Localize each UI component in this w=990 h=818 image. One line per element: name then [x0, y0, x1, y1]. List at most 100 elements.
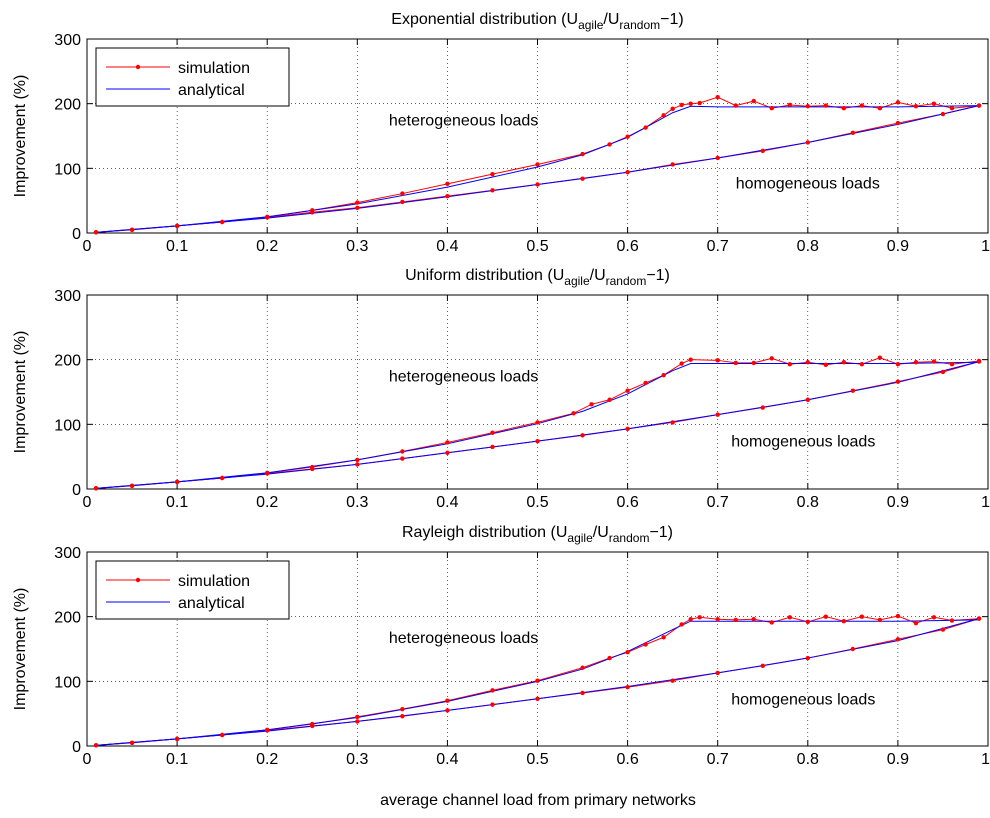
simulation-point	[841, 105, 847, 111]
simulation-point	[895, 637, 901, 642]
annotation: homogeneous loads	[736, 175, 880, 192]
x-tick-label: 0.4	[436, 494, 458, 511]
simulation-point	[913, 360, 919, 365]
simulation-point	[769, 620, 774, 625]
simulation-point	[976, 103, 982, 108]
simulation-point	[535, 420, 540, 425]
x-tick-label: 0.7	[707, 751, 729, 768]
x-tick-label: 0.6	[616, 238, 638, 255]
x-tick-label: 0.7	[707, 494, 729, 511]
y-tick-label: 300	[54, 32, 81, 49]
simulation-point	[580, 690, 585, 696]
simulation-point	[129, 740, 135, 745]
simulation-point	[400, 191, 405, 196]
figure-xlabel: average channel load from primary networ…	[380, 792, 696, 809]
simulation-point	[733, 617, 738, 623]
simulation-point	[895, 379, 901, 384]
simulation-point	[895, 120, 901, 126]
simulation-point	[823, 614, 829, 619]
analytical-line-heterogeneous	[95, 105, 979, 233]
chart-title: Rayleigh distribution (Uagile/Urandom−1)	[402, 524, 673, 545]
simulation-point	[805, 360, 810, 365]
legend: simulation analytical	[95, 560, 290, 620]
simulation-point	[733, 103, 738, 108]
simulation-point	[715, 412, 720, 417]
simulation-point	[787, 615, 792, 620]
simulation-point	[670, 162, 675, 167]
chart-panel-2: 0 0.1 0.2 0.3 0.4 0.5 0.6 0.7 0.8 0.9 1 0 100 200 300 I…	[12, 267, 990, 511]
simulation-point	[769, 105, 774, 111]
simulation-point	[679, 102, 684, 108]
simulation-point	[535, 438, 540, 444]
x-tick-label: 0	[83, 751, 92, 768]
x-tick-label: 1	[981, 751, 990, 768]
simulation-point	[219, 475, 225, 481]
simulation-point	[913, 104, 919, 109]
simulation-point	[805, 619, 810, 625]
simulation-point	[535, 162, 540, 167]
simulation-point	[400, 199, 405, 205]
y-tick-label: 300	[54, 545, 81, 562]
x-tick-label: 0.4	[436, 238, 458, 255]
simulation-point	[219, 219, 225, 225]
simulation-point	[769, 356, 774, 361]
title-text: Exponential distribution (U	[391, 11, 578, 28]
simulation-point	[841, 618, 847, 624]
x-tick-label: 0.3	[346, 751, 368, 768]
simulation-point	[625, 684, 630, 690]
x-tick-label: 0.2	[256, 751, 278, 768]
simulation-point	[490, 444, 495, 450]
x-tick-label: 0.2	[256, 238, 278, 255]
simulation-point	[823, 103, 829, 108]
simulation-point	[715, 358, 720, 363]
simulation-point	[805, 104, 810, 109]
x-tick-label: 0.8	[797, 494, 819, 511]
simulation-point	[643, 125, 648, 130]
simulation-point	[571, 411, 576, 416]
legend-box	[95, 560, 290, 620]
simulation-point	[490, 702, 495, 707]
x-tick-label: 0.8	[797, 238, 819, 255]
simulation-point	[688, 101, 693, 106]
title-text: Rayleigh distribution (U	[402, 524, 567, 541]
x-tick-label: 0.3	[346, 494, 368, 511]
simulation-point	[607, 397, 612, 402]
simulation-point	[931, 101, 937, 106]
simulation-point	[949, 618, 955, 623]
simulation-point	[535, 696, 540, 701]
annotation: heterogeneous loads	[389, 369, 538, 386]
title-subscript: random	[619, 18, 660, 32]
x-tick-label: 0.5	[526, 238, 548, 255]
title-text: −1)	[646, 267, 670, 284]
simulation-point	[733, 360, 738, 366]
simulation-point	[490, 171, 495, 177]
simulation-point	[877, 105, 883, 111]
simulation-point	[751, 617, 756, 622]
simulation-point	[841, 360, 847, 365]
simulation-point	[355, 457, 360, 463]
simulation-point	[751, 98, 756, 104]
x-tick-label: 0.5	[526, 751, 548, 768]
simulation-point	[760, 405, 765, 410]
x-tick-label: 0.7	[707, 238, 729, 255]
simulation-point	[93, 486, 99, 491]
simulation-point	[445, 440, 450, 445]
simulation-point	[715, 670, 720, 676]
simulation-point	[715, 155, 720, 161]
y-axis-label: Improvement (%)	[12, 588, 29, 711]
title-subscript: agile	[578, 18, 604, 32]
simulation-point	[850, 130, 856, 135]
simulation-point	[400, 449, 405, 454]
simulation-point	[679, 361, 684, 366]
simulation-point	[895, 100, 901, 105]
simulation-point	[850, 646, 856, 652]
simulation-point	[931, 359, 937, 364]
simulation-point	[355, 719, 360, 724]
simulation-point	[265, 728, 270, 733]
simulation-point	[931, 615, 937, 620]
simulation-point	[715, 617, 720, 622]
legend-box	[95, 47, 290, 107]
title-subscript: random	[606, 274, 647, 288]
simulation-point	[625, 388, 630, 393]
